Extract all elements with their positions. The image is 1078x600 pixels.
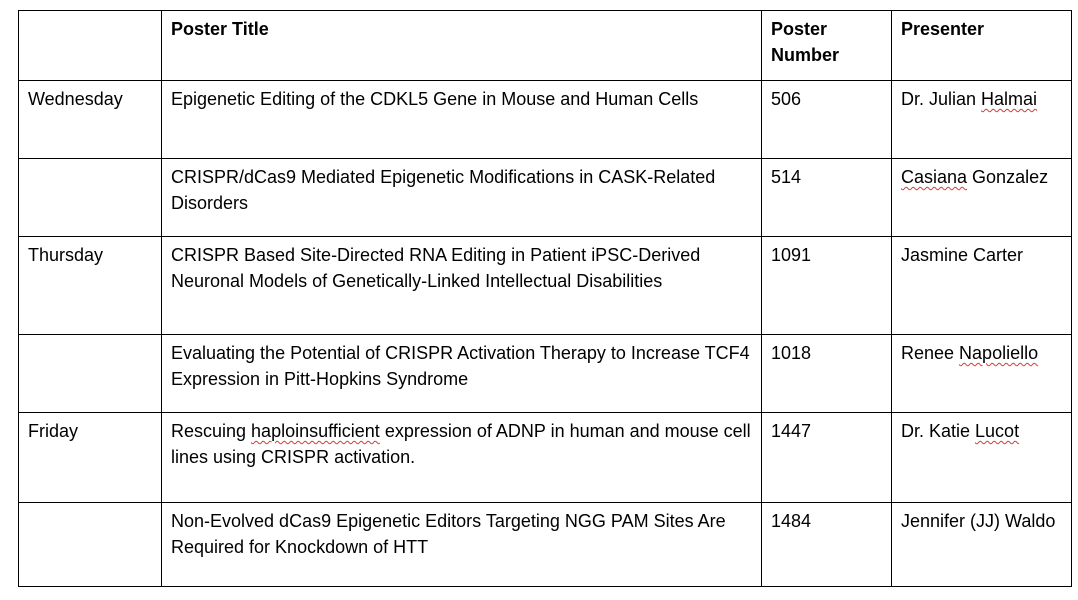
spellcheck-flagged-word[interactable]: Halmai	[981, 89, 1038, 109]
table-row: Thursday CRISPR Based Site-Directed RNA …	[18, 236, 1072, 335]
table-row: Friday Rescuing haploinsufficient expres…	[18, 412, 1072, 503]
day-cell: Friday	[18, 412, 162, 503]
poster-title-cell: Epigenetic Editing of the CDKL5 Gene in …	[161, 80, 762, 159]
poster-title-cell: Evaluating the Potential of CRISPR Activ…	[161, 334, 762, 413]
day-cell: Thursday	[18, 236, 162, 335]
spellcheck-flagged-word[interactable]: haploinsufficient	[251, 421, 380, 441]
poster-number-cell: 506	[761, 80, 892, 159]
day-cell	[18, 158, 162, 237]
poster-number-cell: 1447	[761, 412, 892, 503]
poster-title-cell: Rescuing haploinsufficient expression of…	[161, 412, 762, 503]
spellcheck-flagged-word[interactable]: Napoliello	[959, 343, 1039, 363]
day-cell	[18, 334, 162, 413]
presenter-text: Dr. Julian	[901, 89, 982, 109]
presenter-text: Renee	[901, 343, 960, 363]
presenter-cell: Renee Napoliello	[891, 334, 1072, 413]
poster-title-text: expression of ADNP in human and mouse ce…	[171, 421, 751, 467]
table-row: CRISPR/dCas9 Mediated Epigenetic Modific…	[18, 158, 1072, 237]
presenter-cell: Jennifer (JJ) Waldo	[891, 502, 1072, 587]
poster-title-cell: CRISPR Based Site-Directed RNA Editing i…	[161, 236, 762, 335]
day-cell	[18, 502, 162, 587]
header-poster-number: Poster Number	[761, 10, 892, 81]
poster-title-cell: CRISPR/dCas9 Mediated Epigenetic Modific…	[161, 158, 762, 237]
presenter-text: Jennifer (JJ) Waldo	[901, 511, 1056, 531]
table-row: Non-Evolved dCas9 Epigenetic Editors Tar…	[18, 502, 1072, 587]
header-presenter: Presenter	[891, 10, 1072, 81]
poster-number-cell: 1018	[761, 334, 892, 413]
header-day	[18, 10, 162, 81]
presenter-cell: Dr. Katie Lucot	[891, 412, 1072, 503]
presenter-cell: Jasmine Carter	[891, 236, 1072, 335]
table-header-row: Poster Title Poster Number Presenter	[18, 10, 1072, 81]
presenter-cell: Dr. Julian Halmai	[891, 80, 1072, 159]
poster-number-cell: 1484	[761, 502, 892, 587]
poster-schedule-table: Poster Title Poster Number Presenter Wed…	[18, 10, 1072, 587]
header-poster-title: Poster Title	[161, 10, 762, 81]
spellcheck-flagged-word[interactable]: Lucot	[975, 421, 1020, 441]
poster-number-cell: 1091	[761, 236, 892, 335]
presenter-text: Jasmine Carter	[901, 245, 1024, 265]
day-cell: Wednesday	[18, 80, 162, 159]
poster-number-cell: 514	[761, 158, 892, 237]
poster-title-text: Rescuing	[171, 421, 252, 441]
poster-title-cell: Non-Evolved dCas9 Epigenetic Editors Tar…	[161, 502, 762, 587]
presenter-text: Dr. Katie	[901, 421, 976, 441]
presenter-cell: Casiana Gonzalez	[891, 158, 1072, 237]
table-row: Evaluating the Potential of CRISPR Activ…	[18, 334, 1072, 413]
table-row: Wednesday Epigenetic Editing of the CDKL…	[18, 80, 1072, 159]
presenter-text: Gonzalez	[967, 167, 1049, 187]
spellcheck-flagged-word[interactable]: Casiana	[901, 167, 968, 187]
